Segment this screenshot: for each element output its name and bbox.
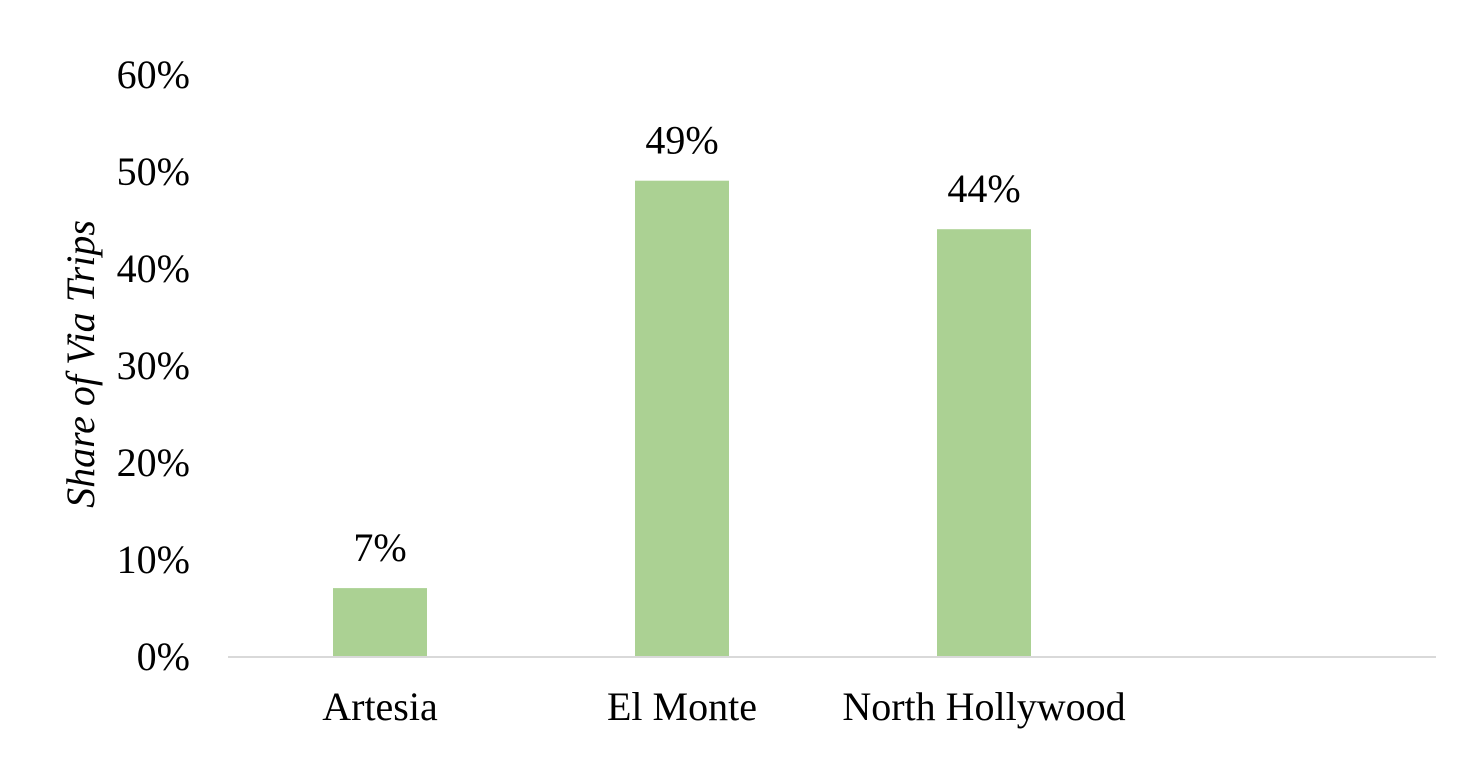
y-axis-title: Share of Via Trips — [58, 220, 103, 508]
y-tick-label: 50% — [117, 149, 190, 194]
bar-data-label: 44% — [947, 166, 1020, 211]
x-tick-label: North Hollywood — [842, 684, 1125, 729]
bars — [333, 180, 1031, 656]
y-tick-label: 40% — [117, 246, 190, 291]
y-tick-labels: 0% 10% 20% 30% 40% 50% 60% — [117, 52, 190, 679]
y-tick-label: 20% — [117, 440, 190, 485]
x-tick-label: El Monte — [607, 684, 757, 729]
y-tick-label: 0% — [137, 634, 190, 679]
y-tick-label: 30% — [117, 343, 190, 388]
x-tick-labels: Artesia El Monte North Hollywood — [322, 684, 1125, 729]
y-tick-label: 10% — [117, 537, 190, 582]
bar — [937, 229, 1031, 656]
bar-data-label: 49% — [645, 118, 718, 163]
y-tick-label: 60% — [117, 52, 190, 97]
x-tick-label: Artesia — [322, 684, 438, 729]
data-labels: 7% 49% 44% — [353, 118, 1020, 570]
bar — [333, 588, 427, 656]
bar — [635, 180, 729, 656]
bar-data-label: 7% — [353, 525, 406, 570]
